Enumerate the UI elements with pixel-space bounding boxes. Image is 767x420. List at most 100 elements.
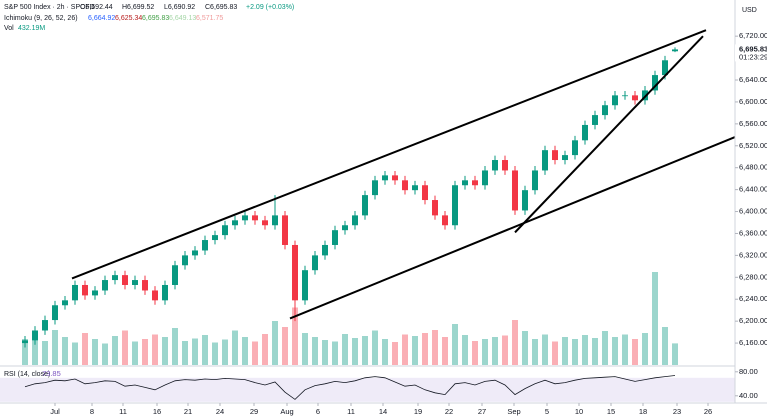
- currency: USD: [742, 7, 757, 14]
- volume-bar: [22, 339, 28, 365]
- volume-bar: [362, 336, 368, 365]
- candle-body: [262, 220, 268, 226]
- candle-body: [122, 275, 128, 285]
- candle-body: [22, 340, 28, 344]
- x-tick-label: 19: [414, 407, 422, 416]
- volume-bar: [352, 338, 358, 365]
- candle-body: [112, 275, 118, 281]
- candle-body: [562, 155, 568, 161]
- rsi-line: [24, 375, 676, 400]
- candle-body: [312, 255, 318, 271]
- volume-bar: [392, 342, 398, 365]
- x-tick-label: 11: [347, 407, 355, 416]
- volume-bar: [302, 333, 308, 365]
- candle-body: [212, 235, 218, 241]
- volume-bar: [642, 333, 648, 365]
- volume-bar: [522, 331, 528, 365]
- y-tick-label: 6,320.00: [739, 250, 767, 259]
- x-tick-label: Aug: [280, 407, 293, 416]
- ichimoku-value: 6,571.75: [196, 15, 223, 22]
- candle-body: [512, 170, 518, 211]
- x-tick-label: 8: [90, 407, 94, 416]
- volume-bar: [202, 335, 208, 365]
- candle-body: [72, 284, 78, 301]
- x-tick-label: Sep: [507, 407, 520, 416]
- y-tick-label: 6,640.00: [739, 75, 767, 84]
- candle-body: [422, 185, 428, 201]
- volume-bar: [372, 330, 378, 365]
- y-tick-label: 6,440.00: [739, 185, 767, 194]
- y-tick-label: 6,400.00: [739, 207, 767, 216]
- volume-bar: [442, 337, 448, 365]
- y-tick-label: 6,160.00: [739, 338, 767, 347]
- volume-bar: [472, 341, 478, 365]
- trendline: [289, 136, 736, 320]
- volume-bar: [502, 335, 508, 365]
- change: +2.09 (+0.03%): [246, 4, 294, 11]
- candle-body: [582, 124, 588, 141]
- candle-body: [82, 284, 88, 296]
- x-tick-label: 16: [153, 407, 161, 416]
- candle-body: [322, 244, 328, 256]
- candle-body: [592, 115, 598, 125]
- volume-bar: [512, 320, 518, 365]
- candle-body: [132, 280, 138, 285]
- x-tick-label: Jul: [50, 407, 60, 416]
- volume-bar: [112, 336, 118, 365]
- volume-bar: [92, 339, 98, 365]
- last-price-label: 6,695.83: [739, 44, 767, 53]
- candle-body: [412, 185, 418, 191]
- candle-body: [142, 280, 148, 291]
- candle-body: [202, 240, 208, 251]
- volume-name: Vol: [4, 25, 14, 32]
- y-tick-label: 6,720.00: [739, 31, 767, 40]
- volume-bar: [292, 307, 298, 365]
- candle-body: [522, 190, 528, 211]
- volume-bar: [132, 341, 138, 365]
- volume-bar: [332, 341, 338, 365]
- y-tick-label: 6,200.00: [739, 316, 767, 325]
- candle-body: [252, 215, 258, 221]
- candle-body: [472, 180, 478, 186]
- volume-bar: [212, 342, 218, 365]
- candle-body: [342, 225, 348, 231]
- candle-body: [492, 160, 498, 171]
- volume-bar: [592, 338, 598, 365]
- candle-body: [402, 180, 408, 191]
- candle-body: [302, 270, 308, 301]
- volume-bar: [402, 334, 408, 365]
- volume-bar: [672, 343, 678, 365]
- ohlc-close: C6,695.83: [205, 4, 237, 11]
- volume-bar: [492, 337, 498, 365]
- candle-body: [632, 95, 638, 101]
- volume-bar: [462, 335, 468, 365]
- candle-body: [462, 180, 468, 186]
- x-tick-label: 23: [673, 407, 681, 416]
- candle-body: [672, 49, 678, 52]
- volume-bar: [172, 328, 178, 365]
- volume-bar: [652, 272, 658, 365]
- volume-bar: [252, 341, 258, 365]
- candle-body: [232, 220, 238, 226]
- candle-body: [552, 150, 558, 161]
- candle-body: [162, 284, 168, 301]
- y-tick-label: 6,520.00: [739, 141, 767, 150]
- candle-body: [572, 140, 578, 156]
- x-tick-label: 18: [639, 407, 647, 416]
- candle-body: [372, 180, 378, 196]
- ichimoku-name: Ichimoku (9, 26, 52, 26): [4, 15, 78, 22]
- volume-bar: [262, 334, 268, 365]
- x-tick-label: 15: [607, 407, 615, 416]
- volume-bar: [632, 339, 638, 365]
- volume-bar: [32, 334, 38, 365]
- y-tick-label: 6,360.00: [739, 228, 767, 237]
- trendline: [71, 29, 707, 280]
- candle-body: [92, 290, 98, 296]
- volume-bar: [572, 339, 578, 365]
- x-tick-label: 11: [119, 407, 127, 416]
- rsi-band: [0, 377, 735, 402]
- x-tick-label: 26: [704, 407, 712, 416]
- candle-body: [152, 290, 158, 301]
